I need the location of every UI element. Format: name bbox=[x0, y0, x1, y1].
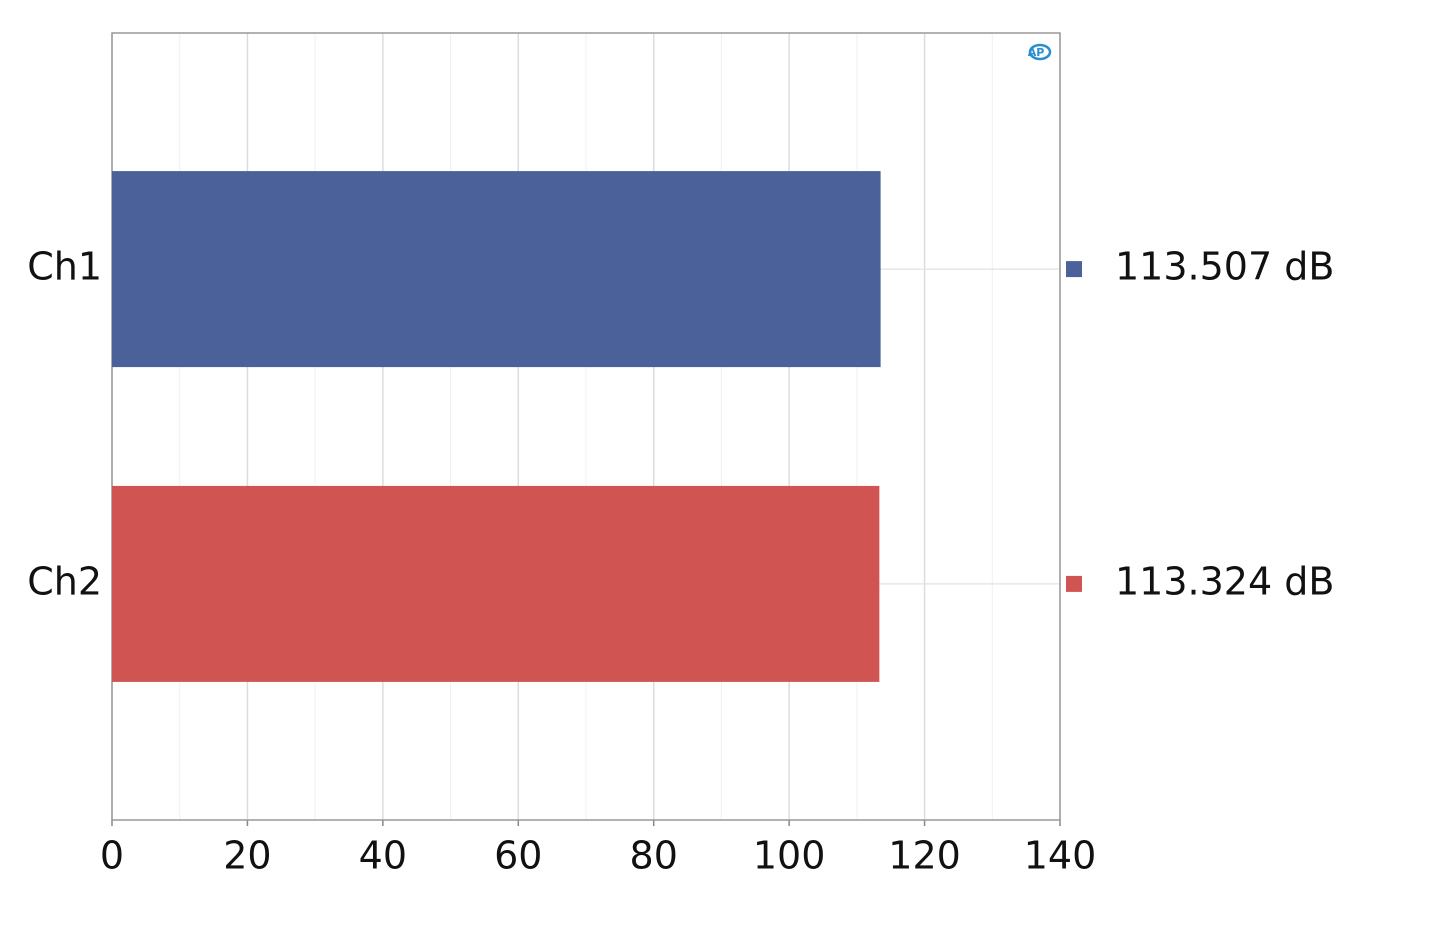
legend-swatch bbox=[1066, 575, 1082, 592]
x-tick-label: 20 bbox=[223, 834, 271, 878]
x-tick-label: 100 bbox=[753, 834, 826, 878]
bar bbox=[112, 485, 880, 682]
x-tick-label: 120 bbox=[888, 834, 961, 878]
plot-frame bbox=[111, 32, 1061, 821]
x-tick-label: 40 bbox=[359, 834, 407, 878]
legend-swatch bbox=[1066, 261, 1082, 278]
bar bbox=[112, 171, 881, 368]
x-tick-label: 140 bbox=[1024, 834, 1097, 878]
y-tick-label: Ch2 bbox=[27, 559, 102, 603]
x-tick-label: 80 bbox=[630, 834, 678, 878]
y-tick-label: Ch1 bbox=[27, 245, 102, 289]
svg-text:AP: AP bbox=[1028, 46, 1045, 59]
logo: AP bbox=[1028, 43, 1052, 61]
x-tick-label: 60 bbox=[494, 834, 542, 878]
x-tick-label: 0 bbox=[100, 834, 124, 878]
value-label: 113.507 dB bbox=[1115, 245, 1334, 289]
value-label: 113.324 dB bbox=[1115, 559, 1334, 603]
